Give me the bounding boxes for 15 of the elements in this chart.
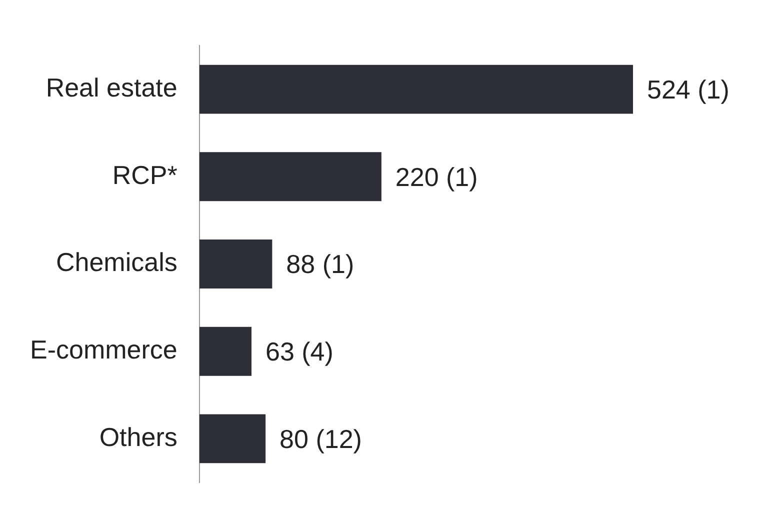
y-tick-label: Others (99, 422, 178, 452)
data-label: 88 (1) (286, 249, 354, 280)
bar (199, 152, 382, 202)
data-label: 524 (1) (647, 74, 730, 104)
data-label: 80 (12) (280, 424, 362, 454)
y-tick-label: Real estate (46, 72, 178, 102)
bar (199, 326, 252, 376)
bar (199, 240, 272, 288)
y-tick-label: Chemicals (56, 247, 178, 278)
data-label: 220 (1) (395, 162, 478, 192)
y-tick-label: RCP* (112, 160, 178, 190)
data-label: 63 (4) (265, 336, 334, 367)
bar (199, 64, 633, 114)
bar (199, 414, 266, 464)
y-tick-label: E-commerce (30, 334, 178, 365)
